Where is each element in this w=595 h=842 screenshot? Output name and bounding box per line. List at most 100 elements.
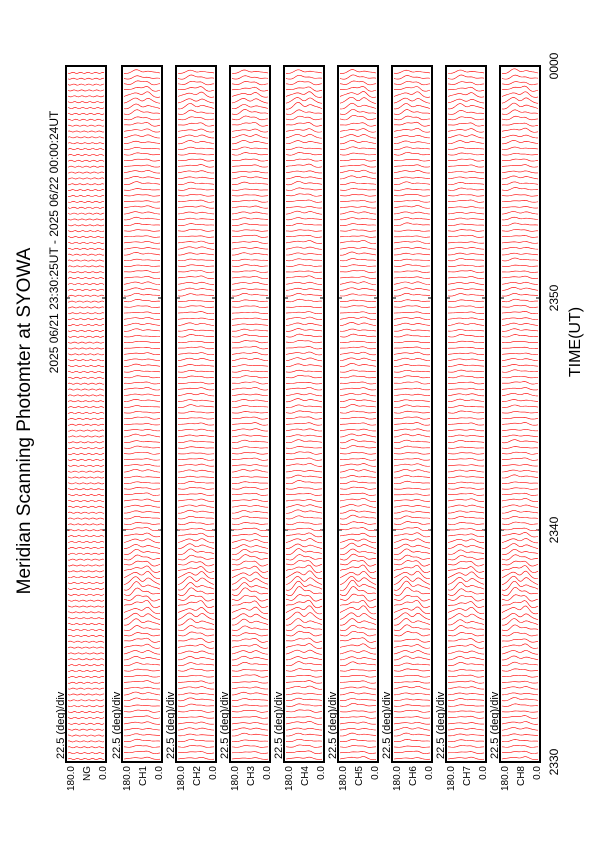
trace-line (285, 599, 323, 609)
trace-line (123, 223, 161, 226)
panel-ymax-label: 180.0 (284, 766, 295, 791)
trace-line (67, 552, 105, 555)
trace-line (393, 521, 431, 525)
trace-line (231, 317, 269, 320)
trace-line (501, 504, 539, 508)
trace-line (123, 429, 161, 432)
trace-line (501, 451, 539, 455)
trace-line (339, 363, 377, 367)
trace-line (231, 481, 269, 484)
trace-line (393, 75, 431, 80)
trace-line (285, 410, 323, 414)
trace-line (339, 139, 377, 145)
trace-line (67, 382, 105, 385)
trace-line (393, 299, 431, 303)
trace-line (501, 487, 539, 490)
trace-line (231, 281, 269, 285)
trace-line (123, 322, 161, 326)
trace-line (501, 575, 539, 585)
trace-line (447, 745, 485, 748)
panel-channel-label: CH8 (516, 766, 527, 786)
trace-line (285, 703, 323, 707)
trace-line (231, 340, 269, 344)
panel-ymax-label: 180.0 (446, 766, 457, 791)
trace-line (231, 650, 269, 655)
trace-line (501, 305, 539, 309)
trace-line (393, 650, 431, 655)
trace-line (447, 134, 485, 139)
trace-line (393, 199, 431, 203)
panel-ymax-label: 180.0 (122, 766, 133, 791)
trace-line (447, 317, 485, 320)
panel-frame (65, 65, 107, 763)
trace-line (177, 357, 215, 361)
trace-line (393, 704, 431, 707)
trace-line (285, 382, 323, 385)
trace-line (447, 577, 485, 585)
trace-line (447, 493, 485, 496)
trace-line (447, 440, 485, 443)
trace-line (339, 398, 377, 402)
trace-line (177, 710, 215, 713)
trace-line (231, 323, 269, 326)
trace-line (501, 252, 539, 256)
trace-line (393, 595, 431, 602)
trace-line (285, 206, 323, 209)
trace-line (231, 691, 269, 696)
trace-line (393, 410, 431, 414)
trace-line (123, 147, 161, 150)
x-tick-label: 2330 (547, 748, 561, 775)
panel-frame (175, 65, 217, 763)
trace-line (339, 692, 377, 696)
trace-line (231, 299, 269, 303)
trace-line (231, 434, 269, 438)
trace-line (393, 246, 431, 250)
trace-line (231, 152, 269, 156)
trace-line (447, 561, 485, 567)
trace-line (123, 727, 161, 731)
trace-line (123, 522, 161, 525)
trace-line (501, 600, 539, 609)
trace-line (177, 341, 215, 344)
trace-line (339, 570, 377, 579)
trace-line (285, 311, 323, 314)
trace-line (285, 374, 323, 379)
trace-line (393, 600, 431, 609)
trace-line (67, 271, 105, 274)
trace-line (123, 487, 161, 490)
trace-line (339, 109, 377, 115)
trace-line (447, 74, 485, 80)
trace-line (67, 494, 105, 497)
trace-line (447, 258, 485, 262)
trace-line (447, 329, 485, 332)
trace-line (177, 134, 215, 139)
trace-line (177, 566, 215, 573)
trace-line (177, 103, 215, 110)
trace-line (285, 115, 323, 121)
trace-line (501, 650, 539, 655)
trace-line (123, 216, 161, 221)
trace-line (447, 340, 485, 344)
trace-line (177, 311, 215, 314)
trace-line (501, 158, 539, 162)
trace-line (285, 199, 323, 203)
trace-line (123, 276, 161, 279)
trace-line (67, 523, 105, 526)
trace-line (177, 240, 215, 244)
trace-line (447, 727, 485, 731)
trace-line (394, 675, 431, 678)
trace-line (447, 140, 485, 145)
trace-line (393, 81, 431, 86)
trace-line (231, 247, 269, 250)
trace-line (285, 570, 323, 579)
trace-line (123, 625, 161, 631)
trace-line (123, 347, 161, 350)
trace-line (339, 114, 377, 121)
trace-line (67, 177, 105, 180)
trace-line (501, 229, 539, 232)
trace-line (393, 732, 431, 737)
panel-channel-label: CH5 (354, 766, 365, 786)
trace-line (123, 358, 161, 361)
trace-line (231, 364, 269, 367)
trace-line (67, 629, 105, 631)
